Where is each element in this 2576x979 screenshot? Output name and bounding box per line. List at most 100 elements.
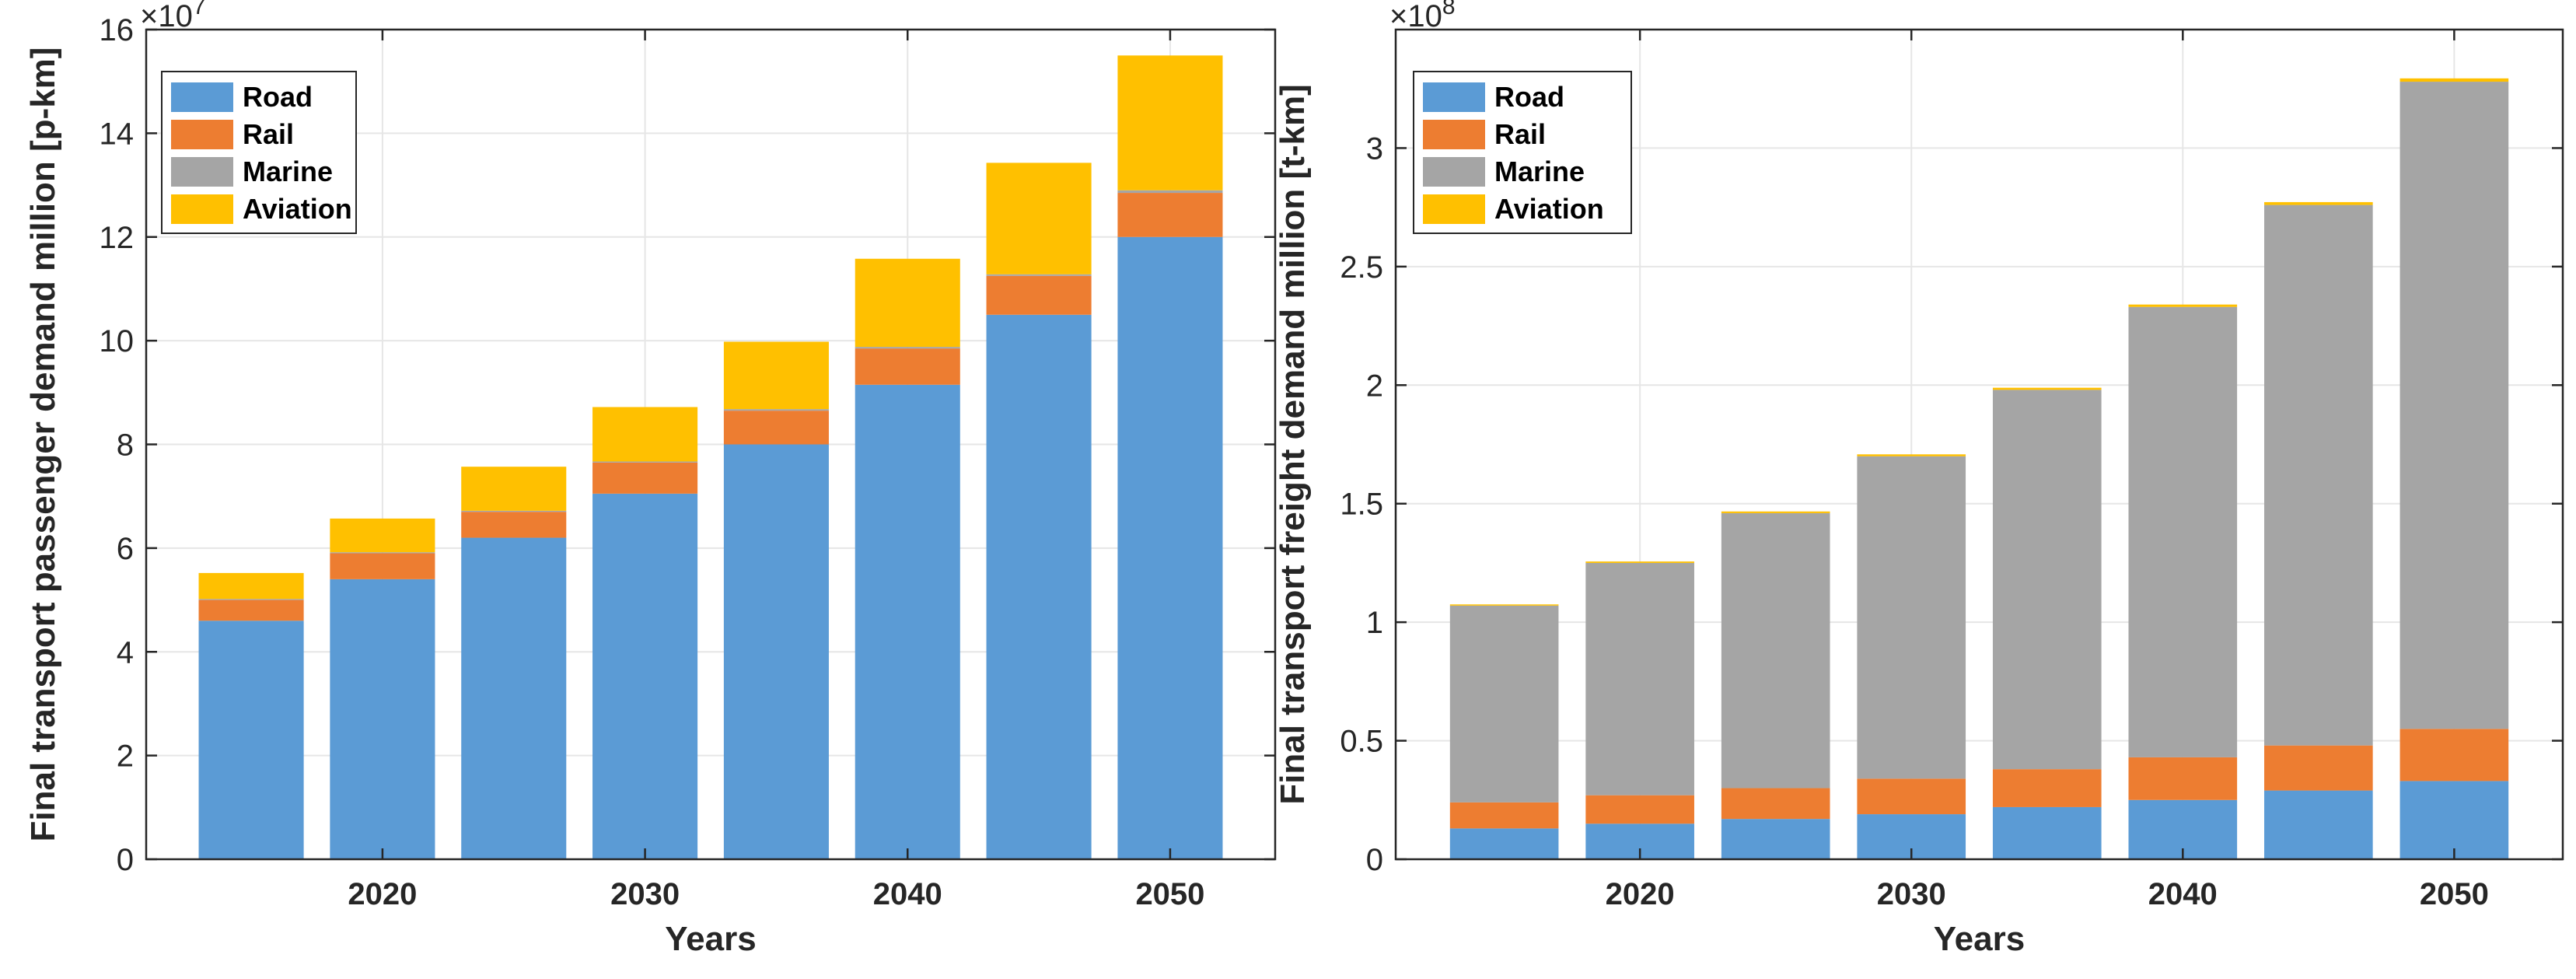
legend: Road Rail Marine Aviation <box>1413 71 1632 234</box>
x-axis-title: Years <box>665 920 756 958</box>
legend-swatch-aviation <box>171 194 233 224</box>
bar-rail-2040 <box>855 348 960 385</box>
bar-road-2015 <box>198 621 304 859</box>
y-tick-label: 8 <box>117 428 134 463</box>
bar-marine-2025 <box>461 510 567 512</box>
bar-rail-2015 <box>198 600 304 621</box>
y-tick-label: 3 <box>1366 131 1383 166</box>
bar-marine-2015 <box>1449 605 1559 802</box>
y-tick-label: 0 <box>1366 843 1383 877</box>
bar-marine-2035 <box>1992 390 2102 770</box>
chart-freight: 0 0.5 1 1.5 2 2.5 3 2020 2030 2040 2050 ×108 Years Fi… <box>1274 0 2564 958</box>
x-tick-label: 2020 <box>1606 877 1675 911</box>
bar-road-2045 <box>986 314 1092 859</box>
y-tick-label: 10 <box>100 324 135 358</box>
bar-marine-2020 <box>330 552 435 554</box>
bar-road-2050 <box>1117 236 1223 859</box>
bar-aviation-2045 <box>986 163 1092 274</box>
bar-aviation-2035 <box>1992 387 2102 390</box>
legend-swatch-road <box>171 82 233 112</box>
bar-marine-2020 <box>1585 562 1694 795</box>
legend-swatch-marine <box>1423 157 1485 187</box>
bar-rail-2030 <box>1857 778 1966 815</box>
x-tick-label: 2040 <box>2148 877 2218 911</box>
legend: Road Rail Marine Aviation <box>161 71 357 234</box>
bar-marine-2040 <box>2128 306 2238 757</box>
bar-aviation-2030 <box>1857 454 1966 456</box>
bar-road-2035 <box>1992 806 2102 859</box>
bar-road-2015 <box>1449 828 1559 859</box>
exponent-power: 8 <box>1442 0 1456 19</box>
bar-aviation-2025 <box>461 467 567 511</box>
bar-rail-2030 <box>592 462 698 494</box>
bar-rail-2045 <box>2264 745 2373 791</box>
legend-swatch-marine <box>171 157 233 187</box>
y-exponent-label: ×108 <box>1389 0 1456 33</box>
y-tick-label: 2.5 <box>1340 250 1383 285</box>
bar-road-2025 <box>461 537 567 859</box>
legend-label-marine: Marine <box>243 156 333 187</box>
bar-road-2025 <box>1721 819 1830 859</box>
x-tick-label: 2020 <box>348 877 417 911</box>
x-tick-label: 2030 <box>610 877 680 911</box>
legend-label-rail: Rail <box>1494 118 1546 150</box>
bar-aviation-2030 <box>592 407 698 462</box>
y-tick-label: 14 <box>100 117 135 151</box>
bar-road-2030 <box>592 493 698 859</box>
legend-label-aviation: Aviation <box>1494 193 1604 225</box>
y-tick-label: 4 <box>117 635 134 670</box>
bar-road-2035 <box>723 444 829 859</box>
exponent-base: ×10 <box>140 0 193 33</box>
bar-aviation-2050 <box>2399 78 2509 82</box>
bar-marine-2030 <box>592 461 698 463</box>
y-tick-label: 16 <box>100 13 135 47</box>
bar-marine-2015 <box>198 599 304 600</box>
bar-rail-2045 <box>986 275 1092 315</box>
y-tick-label: 12 <box>100 221 135 255</box>
bar-aviation-2020 <box>1585 561 1694 563</box>
y-tick-label: 0.5 <box>1340 725 1383 759</box>
x-tick-label: 2030 <box>1877 877 1946 911</box>
bar-aviation-2015 <box>198 572 304 600</box>
bar-aviation-2020 <box>330 518 435 553</box>
bar-marine-2050 <box>1117 190 1223 194</box>
axes-box <box>1394 28 2564 861</box>
bar-rail-2020 <box>1585 795 1694 824</box>
chart-passenger: 0 2 4 6 8 10 12 14 16 2020 2030 2040 2050 ×107 Years Fi… <box>24 0 1277 958</box>
bar-aviation-2040 <box>2128 304 2238 307</box>
legend-swatch-rail <box>1423 120 1485 149</box>
y-axis-title: Final transport passenger demand million… <box>24 47 62 842</box>
bar-rail-2025 <box>461 512 567 538</box>
bar-marine-2025 <box>1721 512 1830 788</box>
bar-rail-2050 <box>2399 729 2509 781</box>
y-tick-label: 1 <box>1366 606 1383 640</box>
legend-swatch-rail <box>171 120 233 149</box>
legend-label-road: Road <box>1494 81 1564 113</box>
y-tick-label: 2 <box>1366 369 1383 403</box>
y-tick-label: 1.5 <box>1340 488 1383 522</box>
y-exponent-label: ×107 <box>140 0 206 33</box>
bar-road-2040 <box>855 384 960 859</box>
bar-rail-2015 <box>1449 802 1559 829</box>
bar-rail-2025 <box>1721 788 1830 820</box>
x-axis-title: Years <box>1934 920 2025 958</box>
bar-aviation-2040 <box>855 258 960 348</box>
bar-road-2045 <box>2264 790 2373 859</box>
bar-aviation-2025 <box>1721 511 1830 513</box>
bar-marine-2035 <box>723 409 829 411</box>
legend-label-road: Road <box>243 81 313 113</box>
bar-aviation-2035 <box>723 341 829 410</box>
bar-road-2020 <box>330 579 435 859</box>
bar-rail-2035 <box>723 411 829 445</box>
bar-marine-2050 <box>2399 82 2509 729</box>
bar-aviation-2050 <box>1117 55 1223 191</box>
bar-marine-2040 <box>855 347 960 349</box>
exponent-power: 7 <box>193 0 206 19</box>
bar-marine-2030 <box>1857 456 1966 779</box>
legend-label-aviation: Aviation <box>243 193 352 225</box>
y-axis-title: Final transport freight demand million [… <box>1274 84 1312 804</box>
bar-marine-2045 <box>2264 205 2373 746</box>
bar-rail-2035 <box>1992 769 2102 807</box>
bar-aviation-2045 <box>2264 201 2373 205</box>
bar-marine-2045 <box>986 274 1092 276</box>
